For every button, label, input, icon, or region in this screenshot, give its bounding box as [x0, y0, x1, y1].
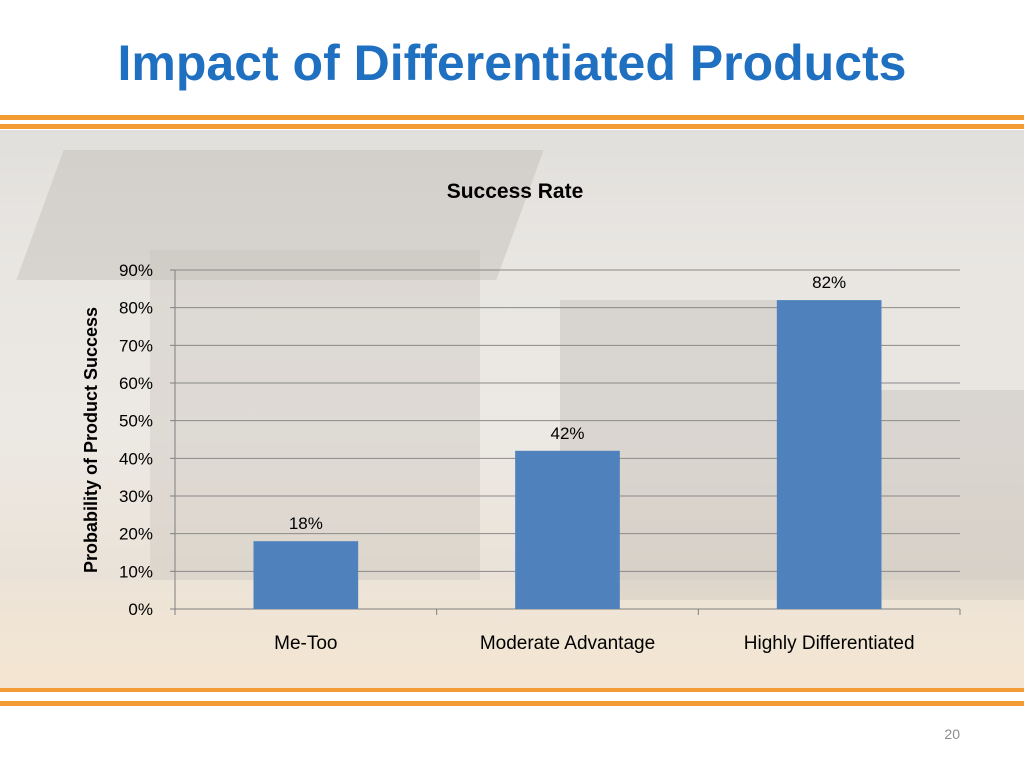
footer-stripe-bottom [0, 701, 1024, 706]
bar [515, 450, 620, 609]
x-tick-label: Highly Differentiated [744, 633, 915, 654]
footer-stripe-top [0, 688, 1024, 692]
y-tick-label: 30% [119, 487, 153, 506]
data-label: 82% [812, 273, 846, 292]
bar [253, 541, 359, 609]
y-tick-label: 50% [119, 412, 153, 431]
y-tick-label: 80% [119, 299, 153, 318]
y-tick-label: 90% [119, 261, 153, 280]
slide-title: Impact of Differentiated Products [117, 35, 907, 91]
y-axis-label: Probability of Product Success [81, 307, 101, 573]
y-tick-label: 60% [119, 374, 153, 393]
data-label: 42% [550, 424, 584, 443]
chart-title: Success Rate [447, 180, 584, 203]
x-tick-label: Moderate Advantage [480, 633, 655, 654]
header-stripe-bottom [0, 124, 1024, 129]
header-stripe-top [0, 115, 1024, 120]
data-label: 18% [289, 514, 323, 533]
bar [776, 300, 882, 609]
y-tick-label: 40% [119, 449, 153, 468]
y-tick-label: 10% [119, 562, 153, 581]
y-tick-label: 0% [128, 600, 153, 619]
y-tick-label: 20% [119, 525, 153, 544]
building-facade-left [150, 250, 480, 580]
y-tick-label: 70% [119, 336, 153, 355]
x-tick-label: Me-Too [274, 633, 337, 654]
page-number: 20 [944, 726, 960, 742]
